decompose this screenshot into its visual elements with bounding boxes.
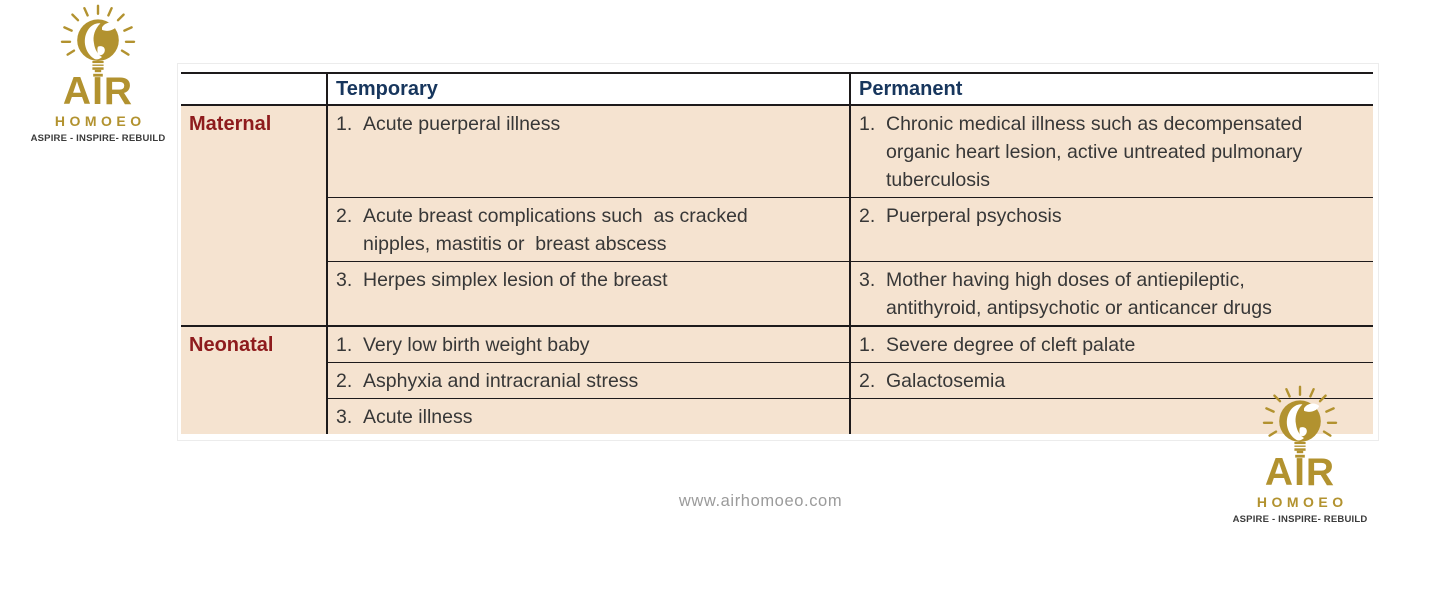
cell-temporary: 1. Acute puerperal illness [326, 106, 849, 197]
item-number: 1. [336, 334, 353, 356]
lightbulb-icon [1262, 385, 1338, 458]
logo-subname: HOMOEO [1256, 494, 1348, 510]
table-body: Maternal 1. Acute puerperal illness 1. Chron… [181, 106, 1373, 434]
item-text: Acute breast complications such as crack… [363, 205, 748, 255]
logo-top-left: AIR HOMOEO ASPIRE - INSPIRE- REBUILD [30, 4, 166, 144]
item-text: Mother having high doses of antiepilepti… [886, 269, 1272, 319]
cell-permanent: 3. Mother having high doses of antiepilep… [849, 261, 1373, 325]
item-number: 2. [859, 205, 876, 227]
item-text: Acute puerperal illness [363, 113, 561, 135]
header-permanent: Permanent [849, 74, 1373, 104]
item-number: 1. [336, 113, 353, 135]
logo-bottom-right: AIR HOMOEO ASPIRE - INSPIRE- REBUILD [1232, 385, 1368, 525]
table-sheet: Temporary Permanent Maternal 1. Acute puer… [177, 63, 1379, 441]
item-text: Acute illness [363, 406, 473, 428]
footer-url: www.airhomoeo.com [678, 492, 843, 510]
header-temporary: Temporary [326, 74, 849, 104]
cell-permanent: 1. Severe degree of cleft palate [849, 327, 1373, 362]
header-category-cell [181, 74, 326, 104]
item-number: 3. [336, 269, 353, 291]
cell-temporary: 3. Acute illness [326, 398, 849, 434]
category-label: Maternal [181, 106, 326, 325]
item-text: Galactosemia [886, 370, 1006, 392]
logo-subname: HOMOEO [54, 113, 146, 129]
item-number: 1. [859, 113, 876, 135]
item-number: 2. [336, 370, 353, 392]
cell-permanent: 1. Chronic medical illness such as decomp… [849, 106, 1373, 197]
item-text: Herpes simplex lesion of the breast [363, 269, 668, 291]
item-text: Asphyxia and intracranial stress [363, 370, 639, 392]
cell-permanent: 2. Galactosemia [849, 362, 1373, 398]
lightbulb-icon [60, 4, 136, 77]
table-section-neonatal: Neonatal 1. Very low birth weight baby 1. Se… [181, 325, 1373, 434]
item-number: 2. [336, 205, 353, 227]
contraindications-table: Temporary Permanent Maternal 1. Acute puer… [181, 72, 1373, 434]
cell-temporary: 3. Herpes simplex lesion of the breast [326, 261, 849, 325]
item-text: Puerperal psychosis [886, 205, 1062, 227]
item-number: 2. [859, 370, 876, 392]
item-number: 3. [859, 269, 876, 291]
item-text: Very low birth weight baby [363, 334, 590, 356]
cell-permanent: 2. Puerperal psychosis [849, 197, 1373, 261]
table-header-row: Temporary Permanent [181, 72, 1373, 106]
cell-temporary: 2. Asphyxia and intracranial stress [326, 362, 849, 398]
item-text: Chronic medical illness such as decompen… [886, 113, 1303, 191]
item-number: 1. [859, 334, 876, 356]
table-section-maternal: Maternal 1. Acute puerperal illness 1. Chron… [181, 106, 1373, 325]
cell-temporary: 2. Acute breast complications such as cra… [326, 197, 849, 261]
item-number: 3. [336, 406, 353, 428]
logo-tagline: ASPIRE - INSPIRE- REBUILD [1232, 514, 1368, 525]
item-text: Severe degree of cleft palate [886, 334, 1136, 356]
logo-wordmark: AIR [1264, 451, 1336, 494]
category-label: Neonatal [181, 327, 326, 434]
logo-wordmark: AIR [62, 70, 134, 113]
cell-temporary: 1. Very low birth weight baby [326, 327, 849, 362]
logo-tagline: ASPIRE - INSPIRE- REBUILD [30, 133, 166, 144]
